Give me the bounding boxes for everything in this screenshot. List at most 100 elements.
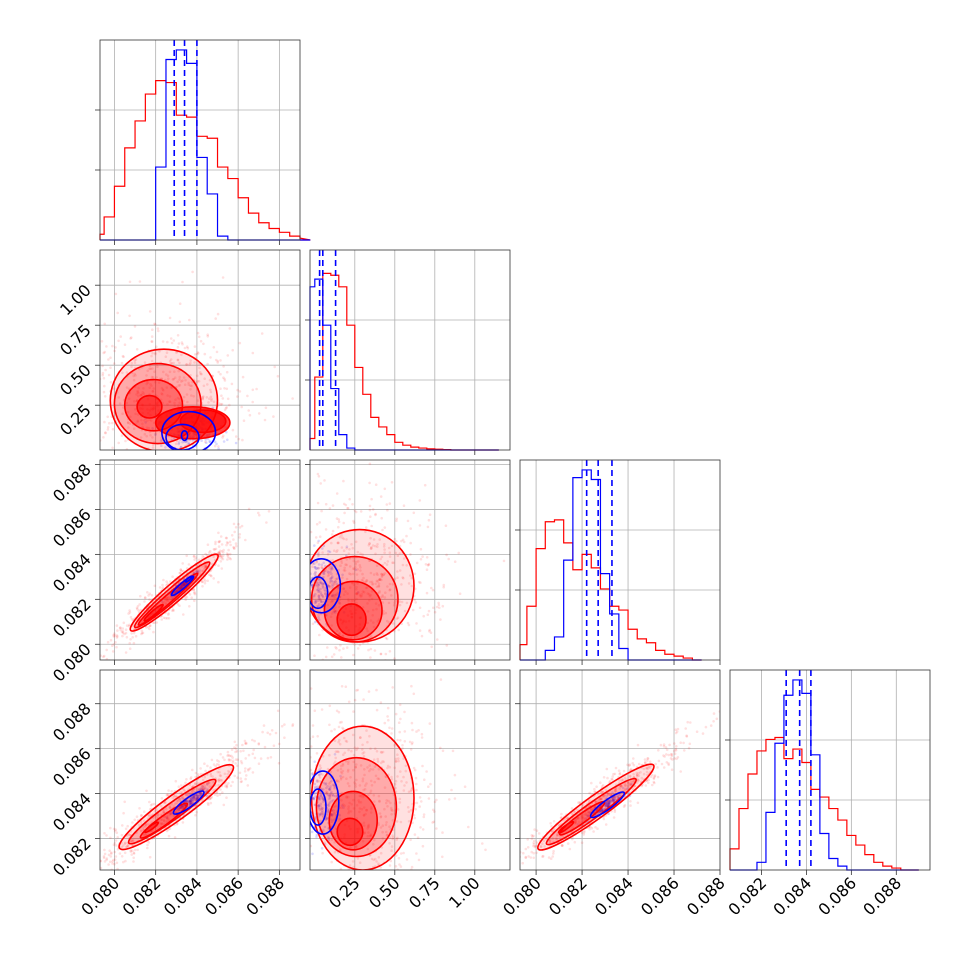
sample-point (391, 583, 395, 586)
sample-point (342, 587, 345, 590)
sample-point (146, 419, 149, 422)
sample-point (316, 554, 320, 558)
sample-point (369, 811, 373, 814)
sample-point (140, 418, 143, 422)
sample-point (335, 550, 338, 553)
sample-point (629, 800, 632, 803)
blue-contour (310, 770, 340, 835)
sample-point (205, 441, 208, 445)
sample-point (183, 583, 186, 587)
sample-point (251, 771, 255, 774)
sample-point (138, 807, 141, 810)
sample-point (172, 377, 176, 381)
sample-point (340, 804, 344, 807)
hist-panel-2-2 (515, 459, 721, 665)
sample-point (218, 774, 222, 777)
sample-point (122, 844, 125, 847)
sample-point (341, 726, 344, 730)
red-contour (328, 790, 379, 851)
sample-point (580, 816, 584, 819)
red-contour (336, 603, 367, 637)
sample-point (384, 659, 387, 660)
sample-point (573, 810, 576, 813)
sample-point (315, 522, 319, 526)
sample-point (551, 829, 554, 833)
sample-point (119, 626, 122, 629)
sample-point (315, 833, 319, 837)
sample-point (291, 651, 294, 654)
sample-point (321, 797, 325, 800)
sample-point (175, 589, 178, 593)
sample-point (323, 569, 327, 572)
sample-point (130, 853, 133, 856)
sample-point (171, 378, 175, 381)
sample-point (295, 875, 298, 878)
sample-point (210, 758, 214, 762)
sample-point (119, 335, 122, 338)
sample-point (662, 766, 666, 769)
sample-point (219, 752, 222, 756)
sample-point (394, 760, 398, 763)
sample-point (552, 849, 555, 853)
sample-point (352, 753, 356, 757)
sample-point (226, 750, 230, 754)
sample-point (217, 778, 220, 782)
sample-point (337, 518, 341, 521)
sample-point (340, 806, 343, 810)
sample-point (132, 852, 136, 855)
sample-point (615, 794, 619, 797)
sample-point (189, 799, 193, 802)
sample-point (236, 776, 239, 779)
sample-point (226, 354, 230, 357)
sample-point (184, 582, 187, 585)
sample-point (124, 841, 127, 845)
sample-point (317, 588, 320, 591)
sample-point (366, 602, 369, 605)
sample-point (367, 831, 370, 834)
sample-point (112, 843, 116, 847)
sample-point (419, 826, 422, 829)
sample-point (126, 421, 130, 424)
sample-point (329, 770, 333, 774)
sample-point (643, 758, 647, 761)
sample-point (290, 624, 293, 627)
sample-point (346, 926, 349, 929)
sample-point (143, 600, 146, 603)
sample-point (537, 832, 541, 835)
sample-point (604, 788, 608, 792)
sample-point (149, 466, 152, 469)
sample-point (390, 845, 394, 848)
sample-point (168, 400, 171, 403)
sample-point (379, 557, 383, 561)
sample-point (262, 585, 265, 588)
sample-point (343, 833, 347, 836)
sample-point (210, 574, 213, 578)
sample-point (212, 788, 215, 792)
sample-point (182, 582, 185, 585)
sample-point (159, 813, 163, 816)
sample-point (653, 781, 656, 785)
sample-point (150, 340, 153, 343)
sample-point (194, 782, 197, 786)
sample-point (130, 632, 133, 635)
sample-point (429, 631, 433, 634)
sample-point (113, 829, 117, 833)
sample-point (385, 834, 389, 837)
sample-point (113, 858, 117, 861)
sample-point (357, 827, 361, 831)
sample-point (338, 602, 342, 605)
sample-point (183, 582, 187, 586)
sample-point (307, 590, 310, 593)
sample-point (136, 413, 140, 416)
sample-point (645, 770, 649, 774)
sample-point (332, 762, 336, 765)
sample-point (361, 553, 364, 556)
sample-point (327, 810, 331, 813)
sample-point (358, 616, 362, 620)
sample-point (391, 686, 395, 689)
sample-point (165, 598, 169, 602)
sample-point (173, 376, 177, 380)
sample-point (163, 815, 166, 819)
sample-point (187, 792, 190, 795)
sample-point (301, 816, 304, 819)
